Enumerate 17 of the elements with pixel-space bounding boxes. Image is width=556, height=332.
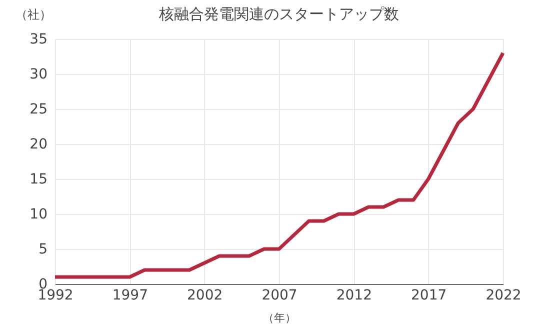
x-tick-label: 2017 <box>411 288 447 304</box>
y-tick-label: 30 <box>30 66 48 82</box>
x-tick-label: 1997 <box>112 288 148 304</box>
y-tick-label: 10 <box>30 206 48 222</box>
y-tick-label: 20 <box>30 136 48 152</box>
line-series <box>53 51 505 279</box>
x-tick-label: 2012 <box>336 288 372 304</box>
y-tick-label: 15 <box>30 172 48 188</box>
y-tick-label: 25 <box>30 102 48 118</box>
y-axis-title: （社） <box>16 8 52 22</box>
chart-title: 核融合発電関連のスタートアップ数 <box>158 5 399 23</box>
y-tick-label: 35 <box>30 32 48 48</box>
x-tick-label: 2022 <box>486 288 522 304</box>
x-tick-label: 2007 <box>262 288 298 304</box>
x-axis-title: （年） <box>263 312 296 324</box>
x-tick-label: 2002 <box>187 288 223 304</box>
y-tick-label: 5 <box>38 242 48 258</box>
